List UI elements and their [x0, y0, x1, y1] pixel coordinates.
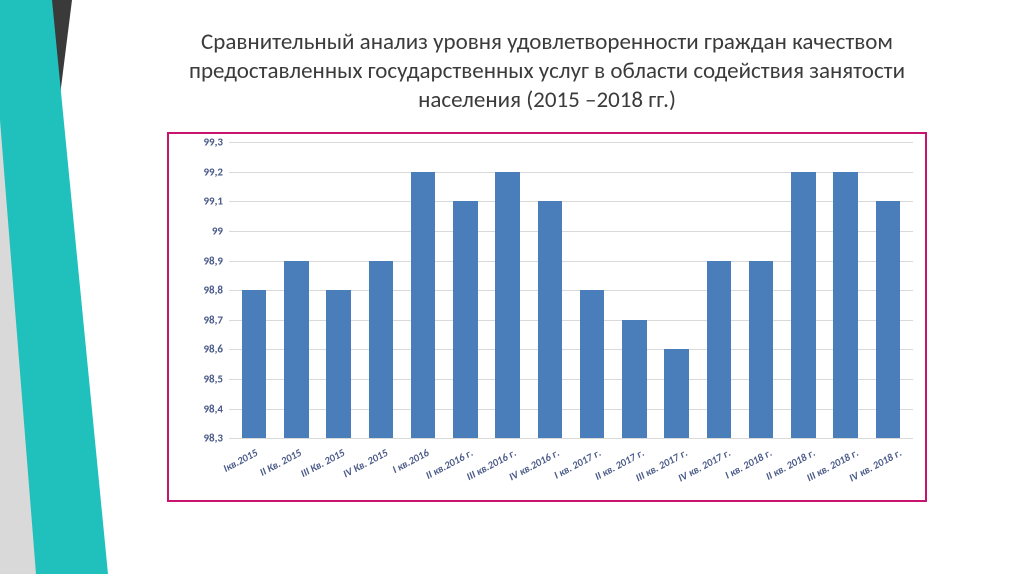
y-tick-label: 99 [212, 225, 229, 238]
bar [791, 172, 816, 438]
bar-slot [402, 142, 444, 438]
x-label-slot: IV кв. 2018 г. [870, 440, 913, 500]
bar-slot [613, 142, 655, 438]
bar [453, 201, 478, 438]
bar [580, 290, 605, 438]
y-tick-label: 99,2 [203, 165, 229, 178]
slide-title: Сравнительный анализ уровня удовлетворен… [137, 28, 957, 114]
y-tick-label: 98,5 [203, 373, 229, 386]
grid-line [229, 438, 913, 439]
bar-chart: 98,3 98,4 98,5 98,6 98,7 98,8 98,9 99 99,1 99,2 99… [167, 132, 927, 502]
slide-content: Сравнительный анализ уровня удовлетворен… [0, 0, 1024, 574]
bar [538, 201, 563, 438]
bar-slot [360, 142, 402, 438]
y-tick-label: 99,3 [203, 136, 229, 149]
y-tick-label: 98,9 [203, 254, 229, 267]
bar-slot [571, 142, 613, 438]
plot-area: 98,398,498,598,698,798,898,99999,199,299… [229, 142, 913, 438]
x-tick-label: Iкв.2015 [221, 446, 260, 475]
bar [369, 261, 394, 439]
bar-slot [318, 142, 360, 438]
bar-slot [529, 142, 571, 438]
y-tick-label: 98,3 [203, 432, 229, 445]
bar-slot [656, 142, 698, 438]
bar [242, 290, 267, 438]
bar-slot [740, 142, 782, 438]
y-tick-label: 98,6 [203, 343, 229, 356]
y-tick-label: 98,7 [203, 313, 229, 326]
bar [411, 172, 436, 438]
bar-slot [487, 142, 529, 438]
y-tick-label: 98,4 [203, 402, 229, 415]
bar [876, 201, 901, 438]
bar-slot [444, 142, 486, 438]
y-tick-label: 98,8 [203, 284, 229, 297]
bar [707, 261, 732, 439]
x-axis-labels: Iкв.2015II Кв. 2015III Кв. 2015IV Кв. 20… [229, 440, 913, 500]
bar [833, 172, 858, 438]
bar-slot [233, 142, 275, 438]
bar [622, 320, 647, 438]
bar-slot [825, 142, 867, 438]
bar [284, 261, 309, 439]
bar [326, 290, 351, 438]
bar [495, 172, 520, 438]
bar-slot [698, 142, 740, 438]
bar-slot [867, 142, 909, 438]
y-tick-label: 99,1 [203, 195, 229, 208]
bars-container [229, 142, 913, 438]
bar [749, 261, 774, 439]
bar-slot [275, 142, 317, 438]
bar [664, 349, 689, 438]
bar-slot [782, 142, 824, 438]
